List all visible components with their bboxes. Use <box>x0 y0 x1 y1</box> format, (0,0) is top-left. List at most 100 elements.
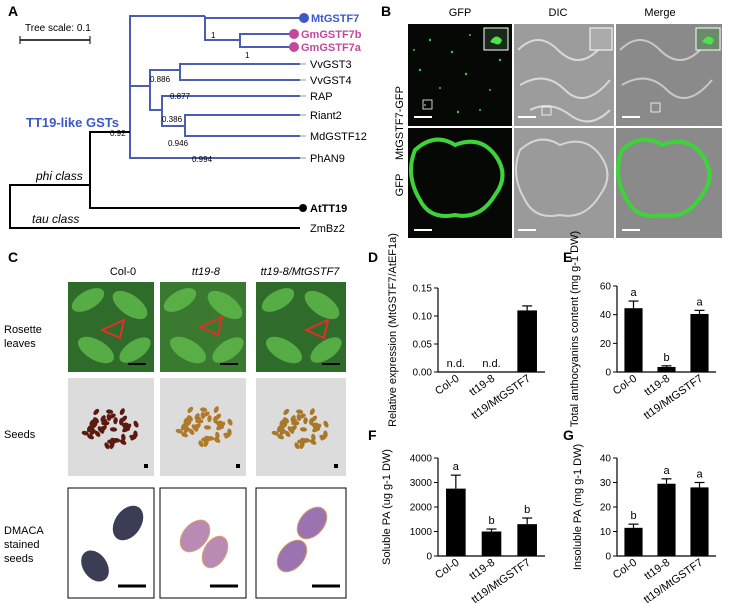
seed <box>213 437 221 443</box>
seed <box>187 415 194 422</box>
dmaca-images <box>67 487 347 599</box>
y-tick-label: 0 <box>605 552 611 563</box>
tau-class-label: tau class <box>32 212 79 226</box>
seed <box>93 417 100 424</box>
seed <box>215 431 220 439</box>
x-tick-label: Col-0 <box>433 373 461 398</box>
seed <box>213 416 218 424</box>
gfp-inset-signal <box>702 36 714 45</box>
dmaca-seed <box>201 535 229 569</box>
leaf-mdgstf12: MdGSTF12 <box>310 131 367 143</box>
bootstrap-value: 1 <box>245 51 250 60</box>
seed <box>99 425 107 431</box>
plant-col-complement: tt19-8/MtGSTF7 <box>261 266 341 278</box>
bar <box>690 313 709 372</box>
micro-row-gfp: GFP <box>394 174 406 197</box>
seed <box>87 434 94 440</box>
bar <box>624 527 643 556</box>
bootstrap-value: 0.877 <box>170 92 191 101</box>
leaf-riant2: Riant2 <box>310 110 342 122</box>
y-tick-label: 0.05 <box>413 340 433 351</box>
panel-letter-e: E <box>563 249 572 265</box>
micro-image-merge-control <box>616 128 722 238</box>
seed <box>204 435 212 442</box>
seed <box>309 418 314 426</box>
y-tick-label: 2000 <box>410 503 433 514</box>
significance-label: a <box>630 287 637 299</box>
attt19-marker-icon <box>299 204 307 212</box>
seed <box>110 437 118 444</box>
significance-label: a <box>453 461 460 473</box>
seed <box>299 442 305 449</box>
gfp-puncta <box>413 34 502 114</box>
seed-images <box>68 378 346 476</box>
seed <box>300 437 308 444</box>
seed <box>203 425 212 430</box>
significance-label: n.d. <box>482 358 500 370</box>
panel-letter-f: F <box>368 427 377 443</box>
seed <box>183 427 190 434</box>
plant-col-col0: Col-0 <box>110 266 136 278</box>
leaf-rap: RAP <box>310 91 333 103</box>
seed <box>215 420 223 426</box>
bar <box>690 487 709 556</box>
seed <box>271 430 279 436</box>
leaf-vvgst4: VvGST4 <box>310 75 352 87</box>
seeds-image-complement <box>256 378 346 476</box>
bar <box>657 366 676 372</box>
y-tick-label: 0 <box>605 368 611 379</box>
seed <box>283 408 290 415</box>
seed <box>130 434 137 441</box>
seed <box>123 426 131 431</box>
x-tick-label: Col-0 <box>611 557 639 582</box>
seed <box>121 422 129 428</box>
seed <box>187 406 194 413</box>
rosette-line-2: leaves <box>4 338 36 350</box>
seed <box>106 409 114 414</box>
seed <box>119 418 124 426</box>
seed <box>193 423 201 429</box>
leaf-vvgst3: VvGST3 <box>310 59 352 71</box>
seed <box>200 407 208 412</box>
seed <box>119 439 127 445</box>
y-tick-label: 0.10 <box>413 312 433 323</box>
panel-letter-a: A <box>8 3 18 19</box>
y-tick-label: 0.00 <box>413 368 433 379</box>
chart-d: 0.00 0.05 0.10 0.15 Relative expression (MtG… <box>387 233 545 427</box>
significance-label: b <box>488 515 494 527</box>
y-tick-label: 40 <box>600 454 612 465</box>
y-tick-label: 30 <box>600 478 612 489</box>
chart-g: 0 10 20 30 40 Insoluble PA (mg g-1 DW) b Col-0 a… <box>572 444 716 604</box>
plant-col-tt19: tt19-8 <box>192 266 221 278</box>
seed <box>109 427 118 432</box>
gfp-cell-outline <box>409 137 505 218</box>
bar <box>481 531 502 556</box>
y-tick-label: 3000 <box>410 478 433 489</box>
micro-zoom-box <box>541 106 552 116</box>
x-tick-label: Col-0 <box>611 373 639 398</box>
seed <box>217 424 225 429</box>
seeds-image-col0 <box>68 378 154 476</box>
y-tick-label: 0 <box>426 552 432 563</box>
seed <box>309 408 315 416</box>
y-axis-label: Total anthocyanins content (mg g-1 DW) <box>569 231 581 427</box>
y-tick-label: 10 <box>600 527 612 538</box>
bootstrap-value: 0.92 <box>110 129 126 138</box>
seed <box>200 411 206 420</box>
plant-row-rosette: Rosette leaves <box>4 324 42 350</box>
rosette-images <box>68 282 346 372</box>
tree-branches <box>9 15 300 229</box>
chart-e: 0 20 40 60 Total anthocyanins content (mg g-… <box>569 231 716 427</box>
seed <box>277 434 284 440</box>
chart-f: 0 1000 2000 3000 4000 Soluble PA (ug g-1 DW) a… <box>381 449 545 604</box>
seed <box>227 418 233 426</box>
panel-letter-d: D <box>368 249 378 265</box>
bootstrap-value: 1 <box>211 31 216 40</box>
bootstrap-values: 1 1 0.886 0.877 0.386 0.946 0.994 0.92 <box>110 31 250 164</box>
dmaca-image-col0 <box>67 487 155 599</box>
seed <box>289 425 297 431</box>
leaf-attt19: AtTT19 <box>310 203 347 215</box>
y-axis-label: Soluble PA (ug g-1 DW) <box>381 449 393 565</box>
seed <box>133 420 139 428</box>
